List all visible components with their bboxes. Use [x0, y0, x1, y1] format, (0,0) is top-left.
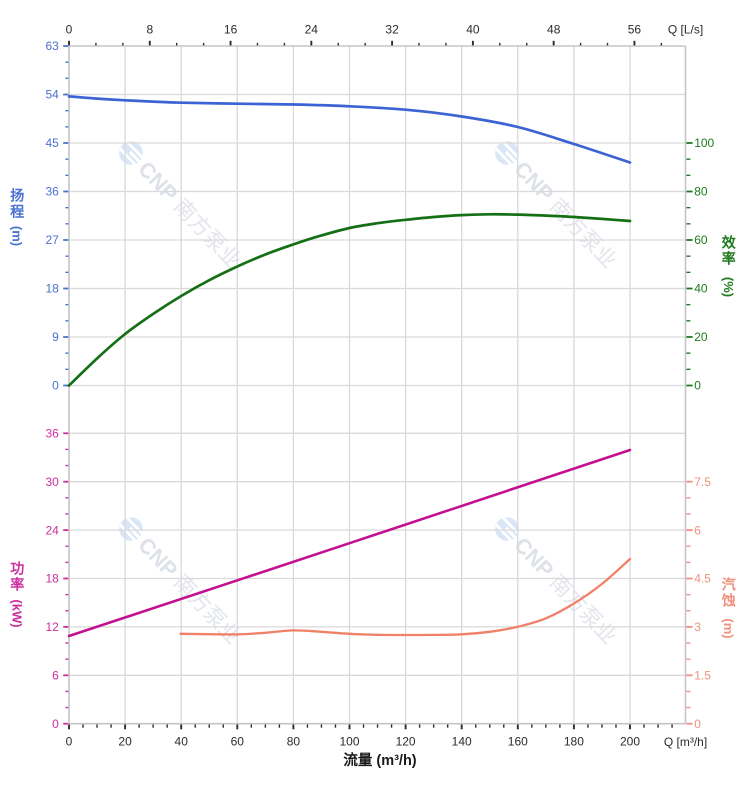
svg-text:7.5: 7.5	[694, 475, 711, 489]
svg-text:9: 9	[52, 330, 59, 344]
svg-text:32: 32	[385, 22, 399, 36]
svg-text:流量 (m³/h): 流量 (m³/h)	[343, 751, 416, 769]
svg-text:3: 3	[694, 620, 701, 634]
svg-text:20: 20	[694, 330, 708, 344]
svg-text:0: 0	[694, 717, 701, 731]
svg-text:63: 63	[45, 39, 59, 53]
svg-text:8: 8	[146, 22, 153, 36]
svg-text:扬: 扬	[10, 187, 24, 203]
svg-text:40: 40	[175, 734, 189, 748]
svg-text:36: 36	[45, 427, 59, 441]
svg-text:36: 36	[45, 185, 59, 199]
svg-text:0: 0	[52, 379, 59, 393]
svg-text:(m): (m)	[10, 226, 25, 246]
svg-text:0: 0	[694, 379, 701, 393]
svg-text:100: 100	[339, 734, 359, 748]
svg-text:60: 60	[694, 233, 708, 247]
svg-text:Q [L/s]: Q [L/s]	[668, 22, 703, 36]
svg-text:1.5: 1.5	[694, 669, 711, 683]
svg-text:0: 0	[66, 734, 73, 748]
svg-text:48: 48	[547, 22, 561, 36]
svg-text:率: 率	[722, 251, 736, 267]
svg-text:54: 54	[45, 88, 59, 102]
svg-text:6: 6	[52, 669, 59, 683]
svg-text:(m): (m)	[721, 618, 736, 638]
svg-text:24: 24	[45, 523, 59, 537]
svg-text:16: 16	[224, 22, 238, 36]
svg-text:120: 120	[396, 734, 416, 748]
svg-text:45: 45	[45, 136, 59, 150]
svg-text:30: 30	[45, 475, 59, 489]
svg-text:12: 12	[45, 620, 59, 634]
svg-text:功: 功	[10, 560, 24, 576]
svg-text:56: 56	[628, 22, 642, 36]
svg-text:180: 180	[564, 734, 584, 748]
svg-text:60: 60	[231, 734, 245, 748]
svg-text:18: 18	[45, 282, 59, 296]
svg-text:160: 160	[508, 734, 528, 748]
svg-text:80: 80	[694, 185, 708, 199]
svg-text:40: 40	[694, 282, 708, 296]
svg-text:率: 率	[10, 576, 24, 592]
svg-text:Q [m³/h]: Q [m³/h]	[664, 735, 707, 749]
svg-text:24: 24	[305, 22, 319, 36]
svg-text:100: 100	[694, 136, 714, 150]
svg-text:20: 20	[118, 734, 132, 748]
svg-text:0: 0	[66, 22, 73, 36]
svg-text:27: 27	[45, 233, 59, 247]
svg-text:80: 80	[287, 734, 301, 748]
svg-text:蚀: 蚀	[721, 593, 736, 609]
svg-text:效: 效	[722, 235, 737, 251]
svg-text:汽: 汽	[722, 577, 736, 593]
svg-text:(%): (%)	[721, 277, 736, 297]
svg-text:(kW): (kW)	[10, 599, 25, 627]
svg-text:40: 40	[466, 22, 480, 36]
svg-text:0: 0	[52, 717, 59, 731]
svg-text:18: 18	[45, 572, 59, 586]
svg-text:4.5: 4.5	[694, 572, 711, 586]
svg-text:6: 6	[694, 523, 701, 537]
svg-text:140: 140	[452, 734, 472, 748]
svg-text:200: 200	[620, 734, 640, 748]
svg-text:程: 程	[10, 203, 24, 219]
